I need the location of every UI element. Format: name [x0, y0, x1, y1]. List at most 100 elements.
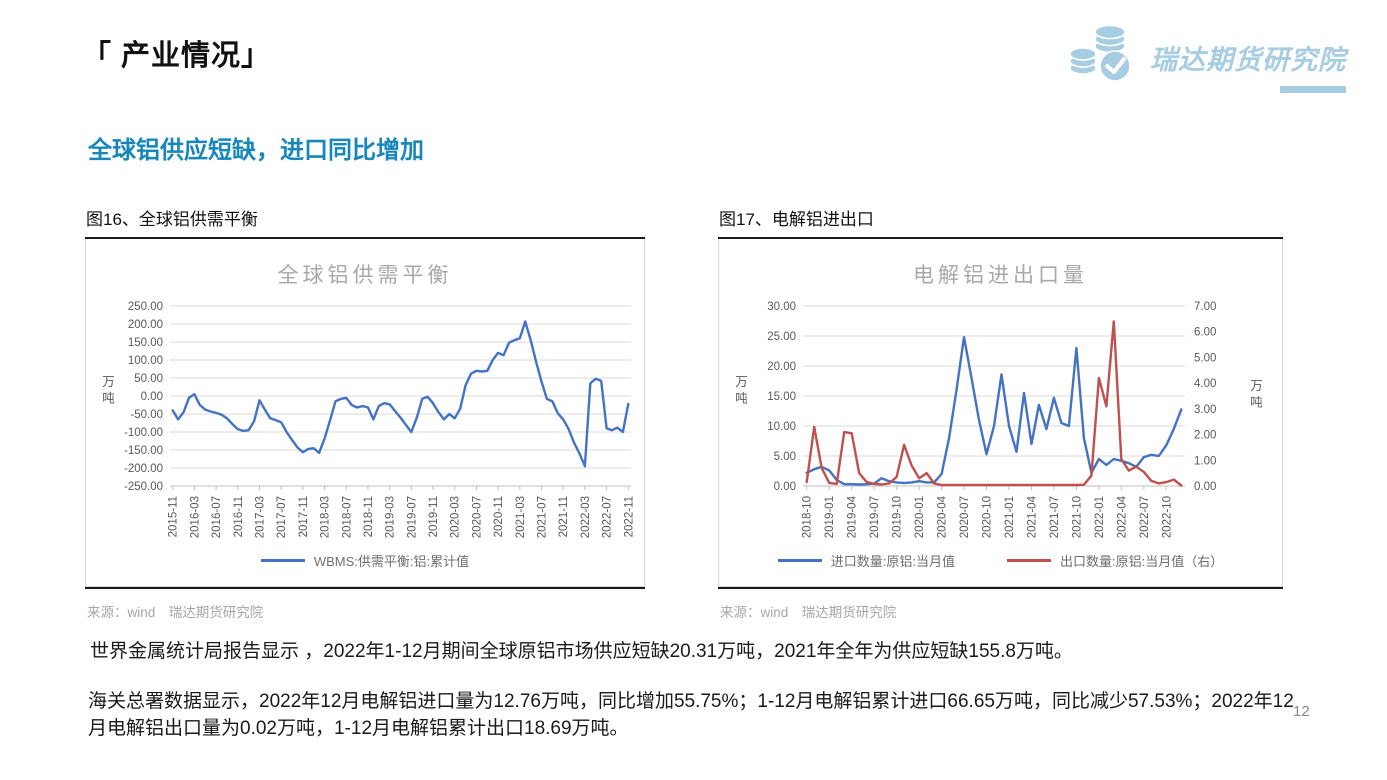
svg-text:2022-01: 2022-01: [1094, 496, 1106, 538]
svg-text:2019-11: 2019-11: [428, 496, 440, 537]
svg-text:2017-07: 2017-07: [276, 496, 288, 538]
svg-text:2018-11: 2018-11: [363, 496, 375, 537]
page-number: 12: [1293, 703, 1310, 720]
series-line: [805, 336, 1183, 486]
svg-text:2016-11: 2016-11: [233, 496, 245, 537]
chart-title-left: 全球铝供需平衡: [277, 264, 453, 287]
section-heading: 全球铝供应短缺，进口同比增加: [88, 137, 424, 164]
legend-swatch: [1007, 559, 1051, 562]
svg-text:30.00: 30.00: [767, 301, 796, 313]
svg-text:2021-07: 2021-07: [537, 496, 549, 538]
source-right: 来源：wind 瑞达期货研究院: [720, 605, 897, 620]
svg-text:4.00: 4.00: [1194, 378, 1216, 390]
svg-text:2018-07: 2018-07: [341, 496, 353, 538]
svg-text:2020-07: 2020-07: [959, 496, 971, 538]
logo: 瑞达期货研究院: [1068, 22, 1346, 93]
legend-item: WBMS:供需平衡:铝:累计值: [260, 551, 469, 570]
logo-text-wrap: 瑞达期货研究院: [1150, 38, 1346, 93]
svg-text:2019-04: 2019-04: [847, 495, 859, 538]
line-chart-import-export: 0.00 5.00 10.00 15.00 20.00 25.00 30.00 0.00 1.0…: [767, 301, 1216, 538]
svg-text:3.00: 3.00: [1194, 404, 1216, 416]
svg-text:200.00: 200.00: [128, 319, 163, 331]
svg-text:-100.00: -100.00: [124, 427, 163, 439]
legend-swatch: [260, 559, 305, 562]
svg-text:0.00: 0.00: [774, 481, 796, 493]
page-title: 「 产业情况」: [82, 40, 272, 72]
paragraph-import-export: 海关总署数据显示，2022年12月电解铝进口量为12.76万吨，同比增加55.7…: [88, 691, 1294, 739]
y-axis-unit-right-chart-left: 万吨: [733, 375, 747, 408]
paragraph-supply-balance: 世界金属统计局报告显示 ，2022年1-12月期间全球原铝市场供应短缺20.31…: [90, 641, 1073, 662]
svg-text:1.00: 1.00: [1194, 455, 1216, 467]
svg-text:15.00: 15.00: [767, 391, 796, 403]
legend-label: 进口数量:原铝:当月值: [830, 554, 955, 569]
series-line: [805, 320, 1183, 487]
chart-box-right: 电解铝进出口量 万吨 万吨 0.00 5.00 10.00 15.00 20.00 25.…: [718, 239, 1283, 587]
svg-text:2017-11: 2017-11: [298, 496, 310, 537]
source-left: 来源：wind 瑞达期货研究院: [87, 605, 264, 620]
svg-text:2019-07: 2019-07: [406, 496, 418, 538]
notes: 世界金属统计局报告显示 ，2022年1-12月期间全球原铝市场供应短缺20.31…: [88, 638, 1298, 742]
chart-block-import-export: 图17、电解铝进出口 电解铝进出口量 万吨 万吨 0.00 5.00 10.00 15…: [718, 203, 1283, 621]
legend-swatch: [777, 559, 822, 562]
series-line: [171, 320, 630, 468]
svg-text:2021-01: 2021-01: [1004, 496, 1016, 538]
svg-text:2021-11: 2021-11: [558, 496, 570, 537]
svg-text:2019-10: 2019-10: [892, 496, 904, 538]
svg-text:2022-11: 2022-11: [623, 496, 635, 537]
line-chart-supply-balance: -250.00 -200.00 -150.00 -100.00 -50.00 0.00 50…: [124, 301, 635, 538]
svg-text:2021-04: 2021-04: [1026, 495, 1038, 538]
svg-text:7.00: 7.00: [1194, 301, 1216, 313]
legend-item: 出口数量:原铝:当月值（右）: [1007, 551, 1223, 570]
svg-text:2019-03: 2019-03: [385, 496, 397, 538]
svg-text:150.00: 150.00: [128, 337, 163, 349]
svg-text:2019-07: 2019-07: [869, 496, 881, 538]
logo-text: 瑞达期货研究院: [1150, 45, 1346, 75]
svg-text:25.00: 25.00: [767, 331, 796, 343]
svg-text:-150.00: -150.00: [124, 445, 163, 457]
y-axis-unit-right-chart-right: 万吨: [1248, 379, 1262, 412]
chart-box-left: 全球铝供需平衡 万吨 -250.00 -200.00 -150.00 -100.00-…: [85, 239, 645, 587]
svg-text:250.00: 250.00: [128, 301, 163, 313]
svg-text:0.00: 0.00: [1194, 481, 1216, 493]
svg-text:2020-07: 2020-07: [471, 496, 483, 538]
svg-text:2019-01: 2019-01: [824, 496, 836, 538]
svg-text:2022-04: 2022-04: [1116, 495, 1128, 538]
svg-text:2022-07: 2022-07: [1139, 496, 1151, 538]
chart-caption-left: 图16、全球铝供需平衡: [85, 203, 645, 239]
svg-text:-200.00: -200.00: [124, 463, 163, 475]
svg-text:2020-11: 2020-11: [493, 496, 505, 537]
legend-right: 进口数量:原铝:当月值 出口数量:原铝:当月值（右）: [719, 551, 1282, 570]
svg-text:-250.00: -250.00: [124, 481, 163, 493]
legend-label: 出口数量:原铝:当月值（右）: [1060, 554, 1224, 569]
svg-text:100.00: 100.00: [128, 355, 163, 367]
svg-text:-50.00: -50.00: [130, 409, 163, 421]
svg-text:2018-03: 2018-03: [320, 496, 332, 538]
svg-text:2015-11: 2015-11: [168, 496, 180, 537]
svg-text:2017-03: 2017-03: [254, 496, 266, 538]
svg-text:10.00: 10.00: [767, 421, 796, 433]
svg-text:2020-10: 2020-10: [982, 496, 994, 538]
svg-text:20.00: 20.00: [767, 361, 796, 373]
svg-text:2021-10: 2021-10: [1071, 496, 1083, 538]
legend-left: WBMS:供需平衡:铝:累计值: [86, 551, 644, 570]
svg-text:2022-07: 2022-07: [602, 496, 614, 538]
svg-text:2016-03: 2016-03: [189, 496, 201, 538]
logo-coins-icon: [1069, 24, 1131, 82]
svg-text:2020-04: 2020-04: [937, 495, 949, 538]
logo-underline: [1280, 86, 1346, 93]
svg-text:50.00: 50.00: [134, 373, 163, 385]
svg-text:2021-03: 2021-03: [515, 496, 527, 538]
svg-text:2.00: 2.00: [1194, 430, 1216, 442]
svg-text:0.00: 0.00: [141, 391, 163, 403]
divider-line: [85, 587, 645, 589]
svg-text:2021-07: 2021-07: [1049, 496, 1061, 538]
chart-block-supply-balance: 图16、全球铝供需平衡 全球铝供需平衡 万吨 -250.00 -200.00 -15…: [85, 203, 645, 621]
svg-text:2020-03: 2020-03: [450, 496, 462, 538]
chart-caption-right: 图17、电解铝进出口: [718, 203, 1283, 239]
svg-text:6.00: 6.00: [1194, 327, 1216, 339]
divider-line: [718, 587, 1283, 589]
svg-text:5.00: 5.00: [774, 451, 796, 463]
y-axis-unit-left: 万吨: [100, 375, 114, 408]
svg-text:5.00: 5.00: [1194, 352, 1216, 364]
